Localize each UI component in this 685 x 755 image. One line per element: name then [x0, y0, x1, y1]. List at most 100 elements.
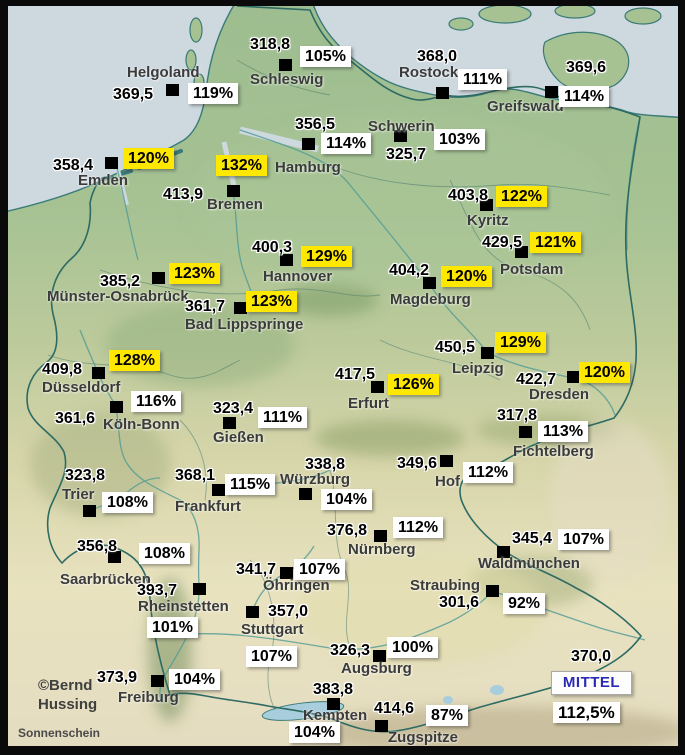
station-value: 383,8: [313, 681, 354, 698]
station-percent: 107%: [558, 529, 609, 550]
station-percent: 112%: [393, 517, 444, 538]
credit-line1: ©Bernd: [38, 677, 93, 694]
station-name: Trier: [62, 486, 95, 503]
station-value: 357,0: [268, 603, 309, 620]
station-value: 368,1: [175, 467, 216, 484]
station-value: 393,7: [137, 582, 178, 599]
station-name: Rostock: [399, 64, 459, 81]
station-percent: 115%: [225, 474, 276, 495]
station-value: 341,7: [236, 561, 277, 578]
frame-top: [0, 0, 685, 6]
frame-right: [678, 0, 685, 755]
station-marker: [480, 199, 493, 211]
station-name: Bad Lippspringe: [185, 316, 304, 333]
station-percent: 129%: [301, 246, 352, 267]
station-marker: [151, 675, 164, 687]
station-name: Helgoland: [127, 64, 200, 81]
station-name: Schleswig: [250, 71, 324, 88]
station-value: 376,8: [327, 522, 368, 539]
station-marker: [166, 84, 179, 96]
station-percent: 113%: [538, 421, 589, 442]
station-marker: [83, 505, 96, 517]
station-value: 400,3: [252, 239, 293, 256]
station-name: Straubing: [410, 577, 480, 594]
station-marker: [223, 417, 236, 429]
station-marker: [193, 583, 206, 595]
station-marker: [227, 185, 240, 197]
station-marker: [515, 246, 528, 258]
station-name: Waldmünchen: [478, 555, 580, 572]
station-percent: 108%: [102, 492, 153, 513]
station-marker: [92, 367, 105, 379]
station-value: 417,5: [335, 366, 376, 383]
station-percent: 123%: [246, 291, 297, 312]
station-percent: 114%: [321, 133, 372, 154]
station-name: Leipzig: [452, 360, 504, 377]
station-name: Augsburg: [341, 660, 412, 677]
station-percent: 104%: [289, 722, 340, 743]
station-value: 369,6: [566, 59, 607, 76]
station-percent: 104%: [169, 669, 220, 690]
station-name: Kempten: [303, 707, 368, 724]
station-name: Hamburg: [275, 159, 341, 176]
station-marker: [327, 698, 340, 710]
station-value: 404,2: [389, 262, 430, 279]
station-name: Kyritz: [467, 212, 509, 229]
station-value: 349,6: [397, 455, 438, 472]
station-marker: [105, 157, 118, 169]
station-percent: 111%: [258, 407, 308, 428]
station-percent: 100%: [387, 637, 438, 658]
station-name: Bremen: [207, 196, 263, 213]
station-marker: [440, 455, 453, 467]
station-percent: 122%: [496, 186, 547, 207]
watermark-text: Sonnenschein: [18, 726, 101, 740]
station-name: Hof: [435, 473, 460, 490]
station-name: Magdeburg: [390, 291, 471, 308]
station-percent: 121%: [530, 232, 581, 253]
station-marker: [373, 650, 386, 662]
station-value: 369,5: [113, 86, 154, 103]
station-marker: [567, 371, 580, 383]
station-value: 361,7: [185, 298, 226, 315]
station-percent: 87%: [426, 705, 469, 726]
station-name: Hannover: [263, 268, 333, 285]
station-marker: [280, 567, 293, 579]
station-marker: [246, 606, 259, 618]
station-name: Freiburg: [118, 689, 179, 706]
station-name: Erfurt: [348, 395, 389, 412]
station-marker: [486, 585, 499, 597]
station-name: Nürnberg: [348, 541, 416, 558]
frame-bottom: [0, 746, 685, 755]
credit-text: ©Bernd Hussing: [38, 676, 97, 714]
station-marker: [519, 426, 532, 438]
station-value: 368,0: [417, 48, 458, 65]
station-percent: 103%: [434, 129, 485, 150]
station-percent: 128%: [109, 350, 160, 371]
station-percent: 132%: [216, 155, 267, 176]
station-percent: 119%: [188, 83, 239, 104]
station-name: Greifswald: [487, 98, 564, 115]
mittel-value: 370,0: [571, 648, 612, 665]
station-value: 385,2: [100, 273, 141, 290]
station-value: 345,4: [512, 530, 553, 547]
station-percent: 114%: [559, 86, 610, 107]
station-value: 414,6: [374, 700, 415, 717]
station-value: 317,8: [497, 407, 538, 424]
station-percent: 129%: [495, 332, 546, 353]
station-value: 361,6: [55, 410, 96, 427]
station-name: Öhringen: [263, 577, 330, 594]
station-name: Münster-Osnabrück: [47, 288, 189, 305]
mittel-percent: 112,5%: [553, 702, 620, 723]
credit-line2: Hussing: [38, 696, 98, 713]
frame-left: [0, 0, 8, 755]
station-marker: [302, 138, 315, 150]
station-marker: [280, 254, 293, 266]
station-percent: 104%: [321, 489, 372, 510]
station-marker: [497, 546, 510, 558]
station-percent: 107%: [246, 646, 297, 667]
station-marker: [279, 59, 292, 71]
station-marker: [152, 272, 165, 284]
station-name: Köln-Bonn: [103, 416, 180, 433]
station-value: 429,5: [482, 234, 523, 251]
